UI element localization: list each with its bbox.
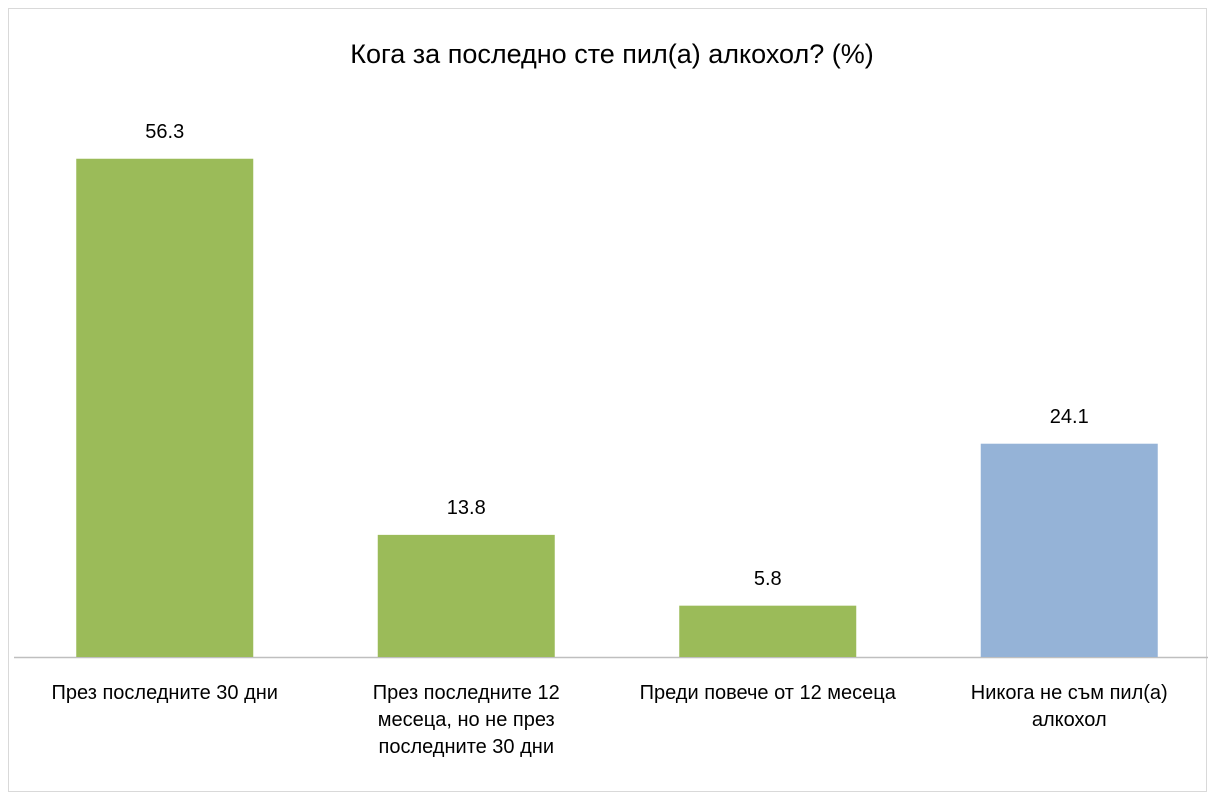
value-label: 24.1 bbox=[1050, 406, 1089, 428]
x-tick-label: Никога не съм пил(а) алкохол bbox=[970, 682, 1168, 731]
bar bbox=[76, 158, 254, 657]
bar bbox=[679, 605, 857, 657]
value-label: 56.3 bbox=[145, 121, 184, 143]
chart-title: Кога за последно сте пил(а) алкохол? (%) bbox=[350, 39, 873, 69]
chart-frame bbox=[8, 8, 1207, 792]
value-label: 13.8 bbox=[447, 497, 486, 519]
bar bbox=[980, 443, 1158, 657]
x-tick-label: Преди повече от 12 месеца bbox=[639, 682, 896, 704]
x-tick-label: През последните 30 дни bbox=[51, 682, 278, 704]
bar bbox=[377, 534, 555, 657]
x-tick-label: През последните 12 месеца, но не през по… bbox=[372, 682, 560, 758]
value-label: 5.8 bbox=[754, 568, 782, 590]
